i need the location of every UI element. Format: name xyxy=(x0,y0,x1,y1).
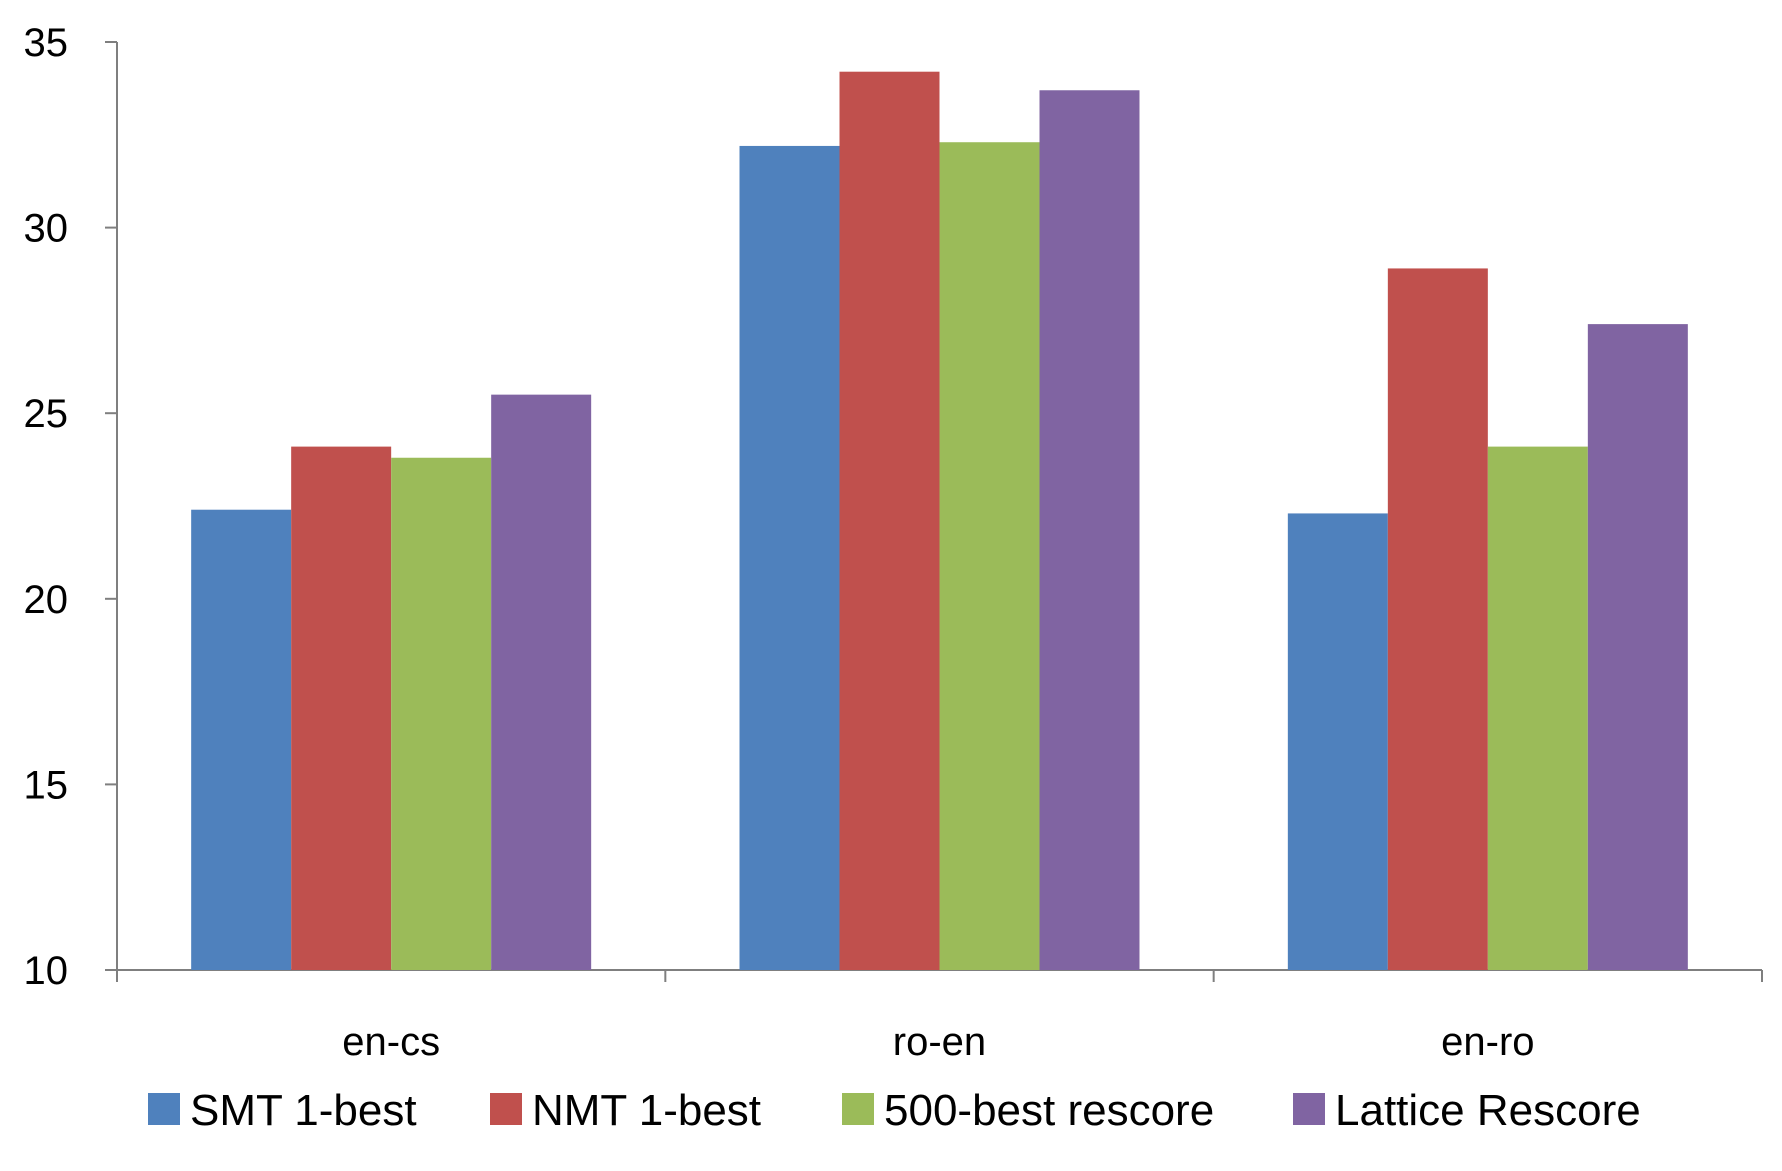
bar-ro-en-smt-1-best xyxy=(739,145,840,970)
x-category-label: en-ro xyxy=(1441,1020,1534,1064)
bar-en-cs-500-best-rescore xyxy=(391,457,492,970)
x-axis: en-cs ro-en en-ro xyxy=(116,969,1763,1064)
legend: SMT 1-best NMT 1-best 500-best rescore Latt… xyxy=(148,1086,1641,1135)
bar-en-ro-smt-1-best xyxy=(1287,513,1388,970)
bar-en-cs-smt-1-best xyxy=(191,509,292,970)
legend-swatch xyxy=(842,1093,874,1125)
y-tick-label: 30 xyxy=(24,207,69,251)
bar-ro-en-nmt-1-best xyxy=(839,71,940,971)
bar-en-ro-500-best-rescore xyxy=(1487,446,1588,970)
bar-ro-en-500-best-rescore xyxy=(939,142,1040,970)
bar-en-cs-lattice-rescore xyxy=(491,394,592,970)
legend-label: Lattice Rescore xyxy=(1335,1086,1641,1135)
bar-en-ro-nmt-1-best xyxy=(1387,268,1488,970)
legend-swatch xyxy=(148,1093,180,1125)
bar-en-cs-nmt-1-best xyxy=(291,446,392,970)
legend-swatch xyxy=(1293,1093,1325,1125)
y-axis: 10 15 20 25 30 35 xyxy=(24,21,118,993)
bars xyxy=(191,71,1688,971)
legend-swatch xyxy=(490,1093,522,1125)
x-category-label: ro-en xyxy=(893,1020,986,1064)
bar-ro-en-lattice-rescore xyxy=(1039,90,1140,971)
x-category-label: en-cs xyxy=(342,1020,440,1064)
y-tick-label: 10 xyxy=(24,949,69,993)
legend-label: 500-best rescore xyxy=(884,1086,1214,1135)
y-tick-label: 25 xyxy=(24,392,69,436)
legend-label: NMT 1-best xyxy=(532,1086,761,1135)
y-tick-label: 15 xyxy=(24,763,69,807)
y-tick-label: 20 xyxy=(24,578,69,622)
y-tick-label: 35 xyxy=(24,21,69,65)
bar-en-ro-lattice-rescore xyxy=(1587,324,1688,970)
legend-label: SMT 1-best xyxy=(190,1086,417,1135)
